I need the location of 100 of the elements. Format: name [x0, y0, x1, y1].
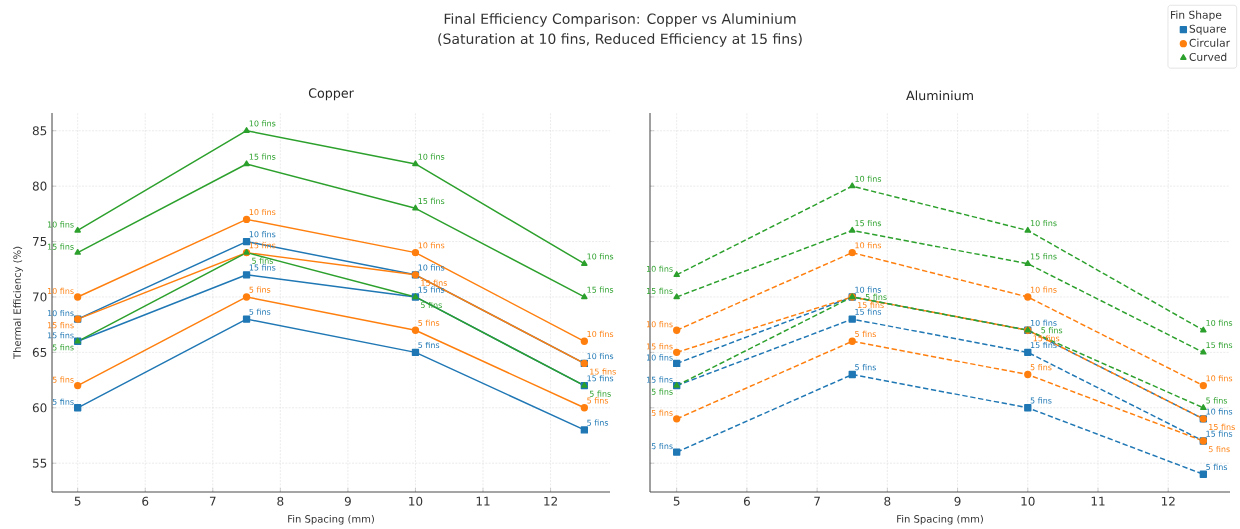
x-axis-title: Fin Spacing (mm) — [288, 514, 374, 525]
x-tick-label: 5 — [673, 496, 680, 506]
x-tick-label: 12 — [544, 496, 557, 506]
annotation: 10 fins — [418, 264, 445, 271]
annotation: 15 fins — [1033, 335, 1060, 342]
annotation: 15 fins — [855, 308, 882, 315]
annotation: 5 fins — [52, 398, 74, 405]
annotation: 5 fins — [587, 397, 609, 404]
annotation: 5 fins — [589, 390, 611, 397]
y-tick-label: 65 — [32, 347, 47, 357]
annotation: 15 fins — [646, 376, 673, 383]
annotation: 10 fins — [1030, 219, 1057, 227]
y-tick-label: 55 — [32, 458, 47, 468]
x-tick-label: 9 — [954, 496, 961, 506]
annotation: 15 fins — [1209, 423, 1235, 430]
y-tick-label: 80 — [32, 181, 47, 191]
annotation: 15 fins — [646, 343, 673, 350]
text: (Saturation at 10 fins, Reduced Efficiency at 15 fins) — [438, 33, 802, 47]
text: Final Efficiency Comparison: Copper vs Aluminium — [444, 13, 796, 27]
y-tick-label: 85 — [32, 126, 47, 136]
y-axis-title: Thermal Efficiency (%) — [13, 246, 23, 359]
annotation: 10 fins — [47, 221, 74, 228]
x-tick-label: 8 — [884, 496, 891, 506]
x-tick-label: 5 — [74, 496, 81, 506]
annotation: 10 fins — [646, 321, 673, 328]
annotation: 5 fins — [587, 419, 609, 426]
annotation: 5 fins — [1030, 397, 1052, 404]
x-tick-label: 8 — [277, 496, 284, 506]
annotation: 10 fins — [587, 352, 614, 360]
annotation: 5 fins — [1206, 463, 1228, 470]
y-tick-label: 70 — [33, 292, 47, 302]
legend-label: Circular — [1189, 38, 1231, 47]
annotation: 15 fins — [590, 368, 616, 375]
annotation: 10 fins — [587, 253, 614, 260]
x-tick-label: 10 — [409, 496, 423, 506]
x-axis-title: Fin Spacing (mm) — [897, 514, 983, 525]
annotation: 15 fins — [646, 287, 673, 294]
annotation: 5 fins — [651, 388, 673, 395]
annotation: 10 fins — [249, 231, 276, 238]
annotation: 15 fins — [1206, 430, 1233, 437]
chart-title: Copper — [308, 88, 354, 101]
annotation: 10 fins — [249, 120, 276, 127]
annotation: 15 fins — [47, 322, 74, 329]
annotation: 10 fins — [1206, 408, 1233, 415]
annotation: 10 fins — [646, 265, 673, 272]
annotation: 5 fins — [1030, 364, 1052, 371]
x-tick-label: 11 — [1091, 496, 1105, 506]
annotation: 10 fins — [418, 242, 445, 249]
annotation: 5 fins — [651, 409, 673, 416]
annotation: 15 fins — [587, 286, 614, 293]
annotation: 10 fins — [47, 287, 74, 294]
annotation: 10 fins — [1206, 375, 1233, 382]
annotation: 15 fins — [418, 197, 445, 204]
annotation: 10 fins — [418, 153, 445, 160]
x-tick-label: 11 — [476, 496, 490, 506]
x-tick-label: 6 — [743, 496, 750, 506]
x-tick-label: 7 — [209, 496, 216, 506]
annotation: 10 fins — [855, 242, 882, 249]
annotation: 10 fins — [587, 330, 614, 337]
y-tick-label: 60 — [32, 403, 47, 413]
annotation: 5 fins — [52, 376, 74, 383]
annotation: 15 fins — [1030, 253, 1057, 260]
annotation: 15 fins — [1030, 341, 1057, 349]
chart-title: Aluminium — [906, 90, 973, 101]
x-tick-label: 10 — [1021, 496, 1035, 506]
annotation: 15 fins — [249, 264, 276, 271]
annotation: 5 fins — [1208, 445, 1230, 453]
annotation: 15 fins — [587, 375, 614, 382]
annotation: 15 fins — [418, 286, 445, 293]
annotation: 5 fins — [52, 344, 74, 351]
annotation: 15 fins — [47, 332, 74, 339]
annotation: 10 fins — [855, 286, 882, 293]
annotation: 10 fins — [855, 175, 882, 182]
annotation: 10 fins — [646, 354, 673, 361]
x-tick-label: 12 — [1161, 496, 1175, 506]
annotation: 5 fins — [1041, 327, 1063, 334]
annotation: 10 fins — [1030, 319, 1057, 326]
annotation: 5 fins — [418, 341, 440, 349]
annotation: 10 fins — [1030, 286, 1057, 293]
x-tick-label: 6 — [142, 496, 149, 506]
annotation: 5 fins — [651, 442, 673, 450]
annotation: 15 fins — [858, 301, 884, 309]
annotation: 15 fins — [249, 153, 276, 160]
annotation: 5 fins — [855, 330, 877, 337]
annotation: 10 fins — [249, 208, 276, 216]
y-tick-label: 75 — [33, 237, 47, 246]
annotation: 15 fins — [1206, 341, 1233, 349]
annotation: 5 fins — [252, 257, 274, 264]
annotation: 5 fins — [418, 319, 440, 326]
annotation: 15 fins — [47, 243, 74, 250]
annotation: 10 fins — [1206, 319, 1233, 326]
legend-title: Fin Shape — [1171, 10, 1222, 21]
legend-label: Curved — [1189, 52, 1227, 61]
annotation: 10 fins — [47, 309, 74, 317]
legend-label: Square — [1189, 24, 1226, 35]
annotation: 15 fins — [855, 219, 882, 227]
annotation: 5 fins — [1206, 397, 1228, 404]
annotation: 5 fins — [855, 364, 877, 371]
x-tick-label: 7 — [814, 496, 820, 506]
x-tick-label: 9 — [344, 496, 351, 506]
